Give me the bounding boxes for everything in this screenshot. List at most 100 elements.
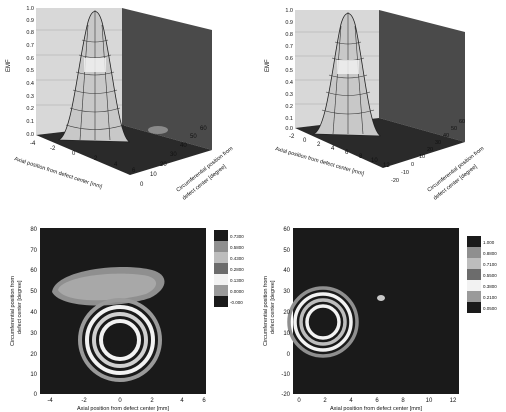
axial-tick: 4 (331, 146, 335, 152)
x-tick: 4 (180, 398, 184, 404)
legend-label: 0.2100 (483, 295, 497, 300)
y-tick: 60 (30, 268, 37, 274)
z-tick: 0.2 (285, 104, 293, 110)
peak-surface (57, 11, 131, 143)
circ-tick-labels: -20 -10 0 10 20 30 40 50 60 (391, 119, 465, 184)
legend-label: 0.0500 (483, 306, 497, 311)
z-tick-labels: 1.0 0.9 0.8 0.7 0.6 0.5 0.4 0.3 0.2 0.1 … (285, 8, 293, 132)
contour-plot-1-svg: 80 70 60 50 40 30 20 10 0 Circumferentia… (10, 227, 244, 412)
z-tick: 0.3 (285, 92, 293, 98)
y-axis-label: defect center [degree] (17, 280, 23, 334)
axial-tick: 10 (371, 158, 378, 164)
axial-tick: 6 (132, 168, 136, 174)
z-tick: 0.5 (285, 68, 293, 74)
z-tick: 0.8 (26, 30, 34, 36)
z-tick-labels: 1.0 0.9 0.8 0.7 0.6 0.5 0.4 0.3 0.2 0.1 … (26, 6, 34, 138)
axial-tick-labels: -2 0 2 4 6 8 10 12 (289, 134, 390, 169)
legend-label: -0.000 (230, 300, 243, 305)
circ-tick: 20 (160, 162, 167, 168)
z-tick: 0.3 (26, 94, 34, 100)
contour-legend (467, 236, 481, 313)
contour-plot-area (40, 228, 206, 394)
circ-tick: -10 (401, 170, 409, 176)
axial-tick: -4 (30, 141, 36, 147)
y-tick: 80 (30, 227, 37, 233)
circ-tick: 30 (435, 140, 441, 146)
legend-label: 0.8800 (483, 251, 497, 256)
circ-tick: 30 (170, 152, 177, 158)
z-tick: 0.8 (285, 32, 293, 38)
circ-tick: -20 (391, 178, 399, 184)
peak-light-band (84, 58, 106, 72)
axial-tick: 6 (345, 150, 349, 156)
y-tick: 20 (283, 310, 290, 316)
circ-tick: 10 (150, 172, 157, 178)
circ-tick: 0 (411, 162, 414, 168)
axial-tick-labels: -4 -2 0 2 4 6 (30, 141, 136, 174)
y-axis-label: defect center [degree] (270, 280, 276, 334)
y-tick: 0 (287, 352, 291, 358)
z-axis-label: EMF (265, 59, 271, 72)
z-axis-label: EMF (6, 59, 12, 72)
contour-plot-1: 80 70 60 50 40 30 20 10 0 Circumferentia… (0, 206, 253, 412)
y-tick: 40 (283, 268, 290, 274)
x-tick-labels: 0 2 4 6 8 10 12 (297, 398, 457, 404)
legend-label: 0.1300 (230, 278, 244, 283)
circ-tick: 0 (140, 182, 144, 188)
y-tick: 30 (283, 289, 290, 295)
x-tick: -4 (47, 398, 53, 404)
surface-plot-2-svg: 1.0 0.9 0.8 0.7 0.6 0.5 0.4 0.3 0.2 0.1 … (265, 8, 486, 202)
x-tick: 2 (323, 398, 327, 404)
x-tick: 6 (375, 398, 379, 404)
y-tick: 10 (30, 372, 37, 378)
y-tick: -10 (281, 372, 290, 378)
y-axis-label: Circumferential position from (10, 276, 16, 346)
contour-legend (214, 230, 228, 307)
x-tick-labels: -4 -2 0 2 4 6 (47, 398, 206, 404)
axial-tick: 2 (94, 156, 98, 162)
legend-labels: 1.000 0.8800 0.7100 0.5500 0.3800 0.2100… (483, 240, 497, 311)
y-tick: -20 (281, 392, 290, 398)
y-tick: 0 (34, 392, 38, 398)
circ-tick: 50 (190, 134, 197, 140)
legend-label: 0.2800 (230, 267, 244, 272)
y-tick: 60 (283, 227, 290, 233)
x-tick: 2 (150, 398, 154, 404)
z-tick: 0.2 (26, 106, 34, 112)
circ-tick: 60 (459, 119, 465, 125)
axial-tick: 0 (72, 151, 76, 157)
peak-surface (312, 13, 382, 137)
axial-tick: -2 (289, 134, 295, 140)
y-tick: 70 (30, 248, 37, 254)
z-tick: 0.9 (285, 20, 293, 26)
circ-tick: 40 (443, 133, 449, 139)
circ-tick: 10 (419, 154, 425, 160)
peak-mesh (321, 12, 375, 135)
axial-tick: -2 (50, 146, 56, 152)
contour-plot-area (293, 228, 459, 394)
upper-crescent-inner (58, 273, 157, 301)
surface-plot-1-svg: 1.0 0.9 0.8 0.7 0.6 0.5 0.4 0.3 0.2 0.1 … (6, 6, 235, 202)
x-tick: 8 (401, 398, 405, 404)
legend-labels: 0.7300 0.5800 0.4300 0.2800 0.1300 0.000… (230, 234, 244, 305)
x-tick: -2 (81, 398, 87, 404)
y-axis-label: Circumferential position from (263, 276, 269, 346)
back-wall-right (379, 10, 465, 142)
legend-label: 0.5500 (483, 273, 497, 278)
legend-label: 0.0000 (230, 289, 244, 294)
legend-label: 1.000 (483, 240, 495, 245)
axial-tick: 12 (383, 163, 390, 169)
lower-ring-system (78, 298, 162, 382)
z-tick: 1.0 (285, 8, 293, 14)
x-tick: 12 (450, 398, 457, 404)
contour-plot-2: 60 50 40 30 20 10 0 -10 -20 Circumferent… (253, 206, 506, 412)
ring-system (287, 286, 359, 358)
small-spot (377, 295, 385, 301)
axial-tick: 0 (303, 138, 307, 144)
z-tick: 0.1 (26, 119, 34, 125)
z-tick: 0.0 (285, 126, 293, 132)
legend-label: 0.5800 (230, 245, 244, 250)
surface-plot-2: 1.0 0.9 0.8 0.7 0.6 0.5 0.4 0.3 0.2 0.1 … (253, 0, 506, 206)
x-tick: 0 (297, 398, 301, 404)
circ-tick: 50 (451, 126, 457, 132)
